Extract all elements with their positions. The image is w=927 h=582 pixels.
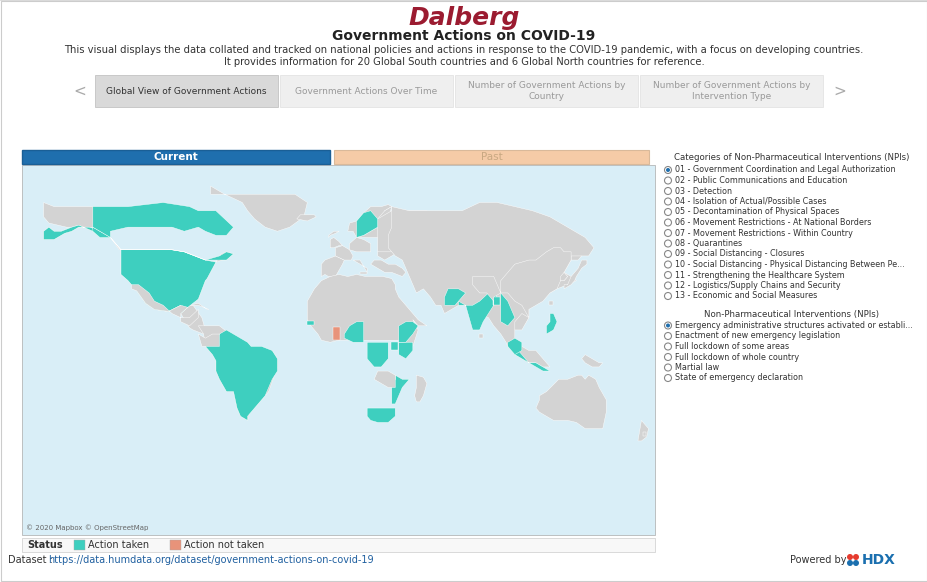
- FancyBboxPatch shape: [22, 165, 654, 535]
- Text: 11 - Strengthening the Healthcare System: 11 - Strengthening the Healthcare System: [674, 271, 844, 279]
- Text: Martial law: Martial law: [674, 363, 718, 372]
- Circle shape: [852, 554, 858, 560]
- Text: Emergency administrative structures activated or establi...: Emergency administrative structures acti…: [674, 321, 912, 330]
- Text: Dataset :: Dataset :: [8, 555, 56, 565]
- Text: 07 - Movement Restrictions - Within Country: 07 - Movement Restrictions - Within Coun…: [674, 229, 852, 237]
- Text: 02 - Public Communications and Education: 02 - Public Communications and Education: [674, 176, 846, 185]
- Text: HDX: HDX: [861, 553, 895, 567]
- Circle shape: [666, 324, 669, 328]
- Text: Number of Government Actions by
Intervention Type: Number of Government Actions by Interven…: [652, 80, 809, 101]
- FancyBboxPatch shape: [454, 75, 638, 107]
- Text: 08 - Quarantines: 08 - Quarantines: [674, 239, 742, 248]
- Text: Past: Past: [480, 152, 502, 162]
- Text: State of emergency declaration: State of emergency declaration: [674, 374, 802, 382]
- Text: 03 - Detection: 03 - Detection: [674, 186, 731, 196]
- FancyBboxPatch shape: [22, 538, 654, 552]
- FancyBboxPatch shape: [334, 150, 648, 164]
- Text: Number of Government Actions by
Country: Number of Government Actions by Country: [467, 80, 625, 101]
- Text: Full lockdown of some areas: Full lockdown of some areas: [674, 342, 788, 351]
- FancyBboxPatch shape: [95, 75, 278, 107]
- Text: 05 - Decontamination of Physical Spaces: 05 - Decontamination of Physical Spaces: [674, 208, 838, 217]
- FancyBboxPatch shape: [280, 75, 452, 107]
- Text: Dalberg: Dalberg: [408, 6, 519, 30]
- FancyBboxPatch shape: [74, 540, 85, 550]
- Text: 01 - Government Coordination and Legal Authorization: 01 - Government Coordination and Legal A…: [674, 165, 895, 175]
- Text: 13 - Economic and Social Measures: 13 - Economic and Social Measures: [674, 292, 817, 300]
- Text: 04 - Isolation of Actual/Possible Cases: 04 - Isolation of Actual/Possible Cases: [674, 197, 826, 206]
- Text: Status: Status: [27, 540, 62, 550]
- Circle shape: [846, 560, 852, 566]
- Circle shape: [666, 168, 669, 172]
- FancyBboxPatch shape: [170, 540, 181, 550]
- Text: 06 - Movement Restrictions - At National Borders: 06 - Movement Restrictions - At National…: [674, 218, 870, 227]
- Text: Non-Pharmaceutical Interventions (NPIs): Non-Pharmaceutical Interventions (NPIs): [704, 310, 879, 319]
- Text: Government Actions Over Time: Government Actions Over Time: [295, 87, 438, 95]
- Text: Full lockdown of whole country: Full lockdown of whole country: [674, 353, 798, 361]
- Text: It provides information for 20 Global South countries and 6 Global North countri: It provides information for 20 Global So…: [223, 57, 704, 67]
- Text: Current: Current: [154, 152, 198, 162]
- Text: © 2020 Mapbox © OpenStreetMap: © 2020 Mapbox © OpenStreetMap: [26, 524, 148, 531]
- Text: >: >: [832, 83, 845, 98]
- Text: 09 - Social Distancing - Closures: 09 - Social Distancing - Closures: [674, 250, 804, 258]
- Text: https://data.humdata.org/dataset/government-actions-on-covid-19: https://data.humdata.org/dataset/governm…: [48, 555, 374, 565]
- Text: Categories of Non-Pharmaceutical Interventions (NPIs): Categories of Non-Pharmaceutical Interve…: [674, 152, 908, 161]
- FancyBboxPatch shape: [640, 75, 822, 107]
- Text: This visual displays the data collated and tracked on national policies and acti: This visual displays the data collated a…: [64, 45, 863, 55]
- Text: 10 - Social Distancing - Physical Distancing Between Pe...: 10 - Social Distancing - Physical Distan…: [674, 260, 904, 269]
- Circle shape: [846, 554, 852, 560]
- Text: Enactment of new emergency legislation: Enactment of new emergency legislation: [674, 332, 839, 340]
- Text: Government Actions on COVID-19: Government Actions on COVID-19: [332, 29, 595, 43]
- Text: Action taken: Action taken: [88, 540, 149, 550]
- Text: Powered by: Powered by: [789, 555, 845, 565]
- FancyBboxPatch shape: [22, 150, 330, 164]
- Circle shape: [852, 560, 858, 566]
- Text: <: <: [73, 83, 86, 98]
- Text: Action not taken: Action not taken: [184, 540, 264, 550]
- Text: Global View of Government Actions: Global View of Government Actions: [106, 87, 266, 95]
- Text: 12 - Logistics/Supply Chains and Security: 12 - Logistics/Supply Chains and Securit…: [674, 281, 840, 290]
